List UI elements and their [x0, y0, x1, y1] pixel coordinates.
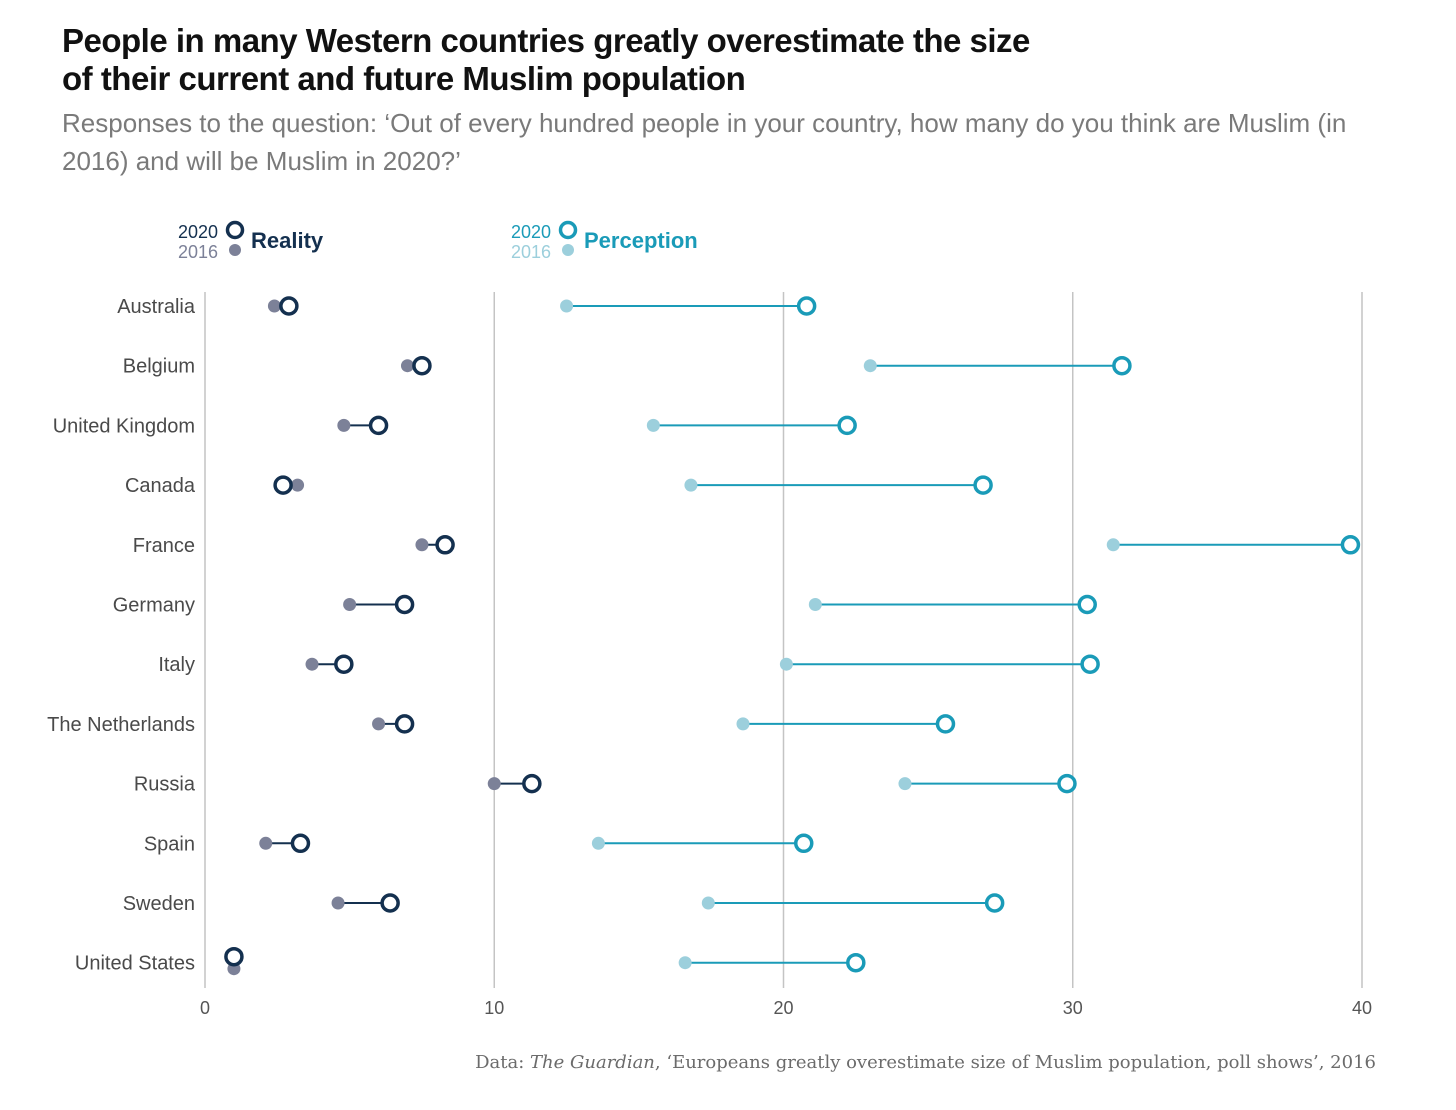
country-label-the-netherlands: The Netherlands [47, 714, 195, 736]
perception-2016-point-united-kingdom [646, 418, 660, 432]
reality-2016-point-canada [291, 478, 305, 492]
reality-2016-point-france [415, 538, 429, 552]
country-label-spain: Spain [144, 833, 195, 855]
perception-2020-point-france [1340, 535, 1361, 555]
perception-2020-point-canada [973, 475, 993, 495]
x-tick-label-30: 30 [1063, 998, 1083, 1018]
perception-2016-point-spain [591, 836, 605, 850]
reality-2016-point-united-kingdom [337, 418, 351, 432]
perception-2020-point-united-states [846, 952, 866, 973]
perception-2016-point-united-states [678, 956, 692, 970]
perception-2020-point-italy [1080, 654, 1100, 674]
perception-2020-point-russia [1057, 773, 1077, 794]
legend-reality-2016-marker [229, 244, 241, 256]
perception-2016-point-italy [779, 657, 793, 671]
perception-2016-point-canada [684, 478, 698, 492]
country-label-sweden: Sweden [123, 893, 195, 915]
perception-2016-point-the-netherlands [736, 717, 750, 731]
legend-perception-2016-label: 2016 [511, 242, 551, 262]
x-tick-label-20: 20 [773, 998, 793, 1018]
perception-2020-point-sweden [984, 893, 1005, 913]
perception-2016-point-russia [898, 777, 912, 791]
reality-2020-point-russia [522, 773, 542, 794]
reality-2020-point-united-kingdom [368, 415, 389, 436]
legend-reality-2020-label: 2020 [178, 222, 218, 242]
reality-2020-point-sweden [380, 893, 400, 913]
chart-title: People in many Western countries greatly… [62, 22, 1030, 97]
source-publication: The Guardian [530, 1052, 655, 1073]
country-labels: Australia Belgium United Kingdom Canada Fran… [47, 296, 196, 975]
source-note: Data: The Guardian, ‘Europeans greatly o… [475, 1052, 1376, 1073]
chart-subtitle: Responses to the question: ‘Out of every… [62, 108, 1347, 176]
reality-2020-point-germany [394, 594, 415, 615]
perception-2020-point-spain [793, 833, 814, 854]
perception-2016-point-sweden [701, 896, 715, 910]
legend-perception-name: Perception [584, 228, 698, 253]
country-label-italy: Italy [158, 654, 195, 676]
country-label-australia: Australia [117, 296, 196, 318]
reality-2020-point-belgium [412, 355, 432, 376]
reality-2016-point-the-netherlands [372, 717, 386, 731]
reality-2020-point-australia [279, 296, 299, 316]
x-tick-label-40: 40 [1352, 998, 1372, 1018]
legend-perception-2016-marker [562, 244, 574, 256]
country-label-belgium: Belgium [123, 356, 195, 378]
reality-2020-point-spain [290, 833, 311, 854]
legend-reality-2020-marker [225, 220, 245, 240]
connector-lines [265, 305, 1351, 964]
reality-2016-point-australia [267, 299, 281, 313]
source-rest: , ‘Europeans greatly overestimate size o… [654, 1052, 1376, 1073]
x-tick-labels: 0 10 20 30 40 [200, 998, 1372, 1018]
perception-2020-point-the-netherlands [935, 714, 956, 734]
perception-2020-point-belgium [1112, 355, 1132, 376]
perception-2016-point-belgium [863, 359, 877, 373]
reality-2020-point-the-netherlands [394, 714, 415, 734]
grid-lines [204, 292, 1363, 988]
country-label-united-kingdom: United Kingdom [53, 415, 195, 437]
reality-2016-point-germany [343, 598, 357, 611]
perception-2020-point-germany [1077, 594, 1097, 615]
x-tick-label-10: 10 [484, 998, 504, 1018]
reality-2016-point-italy [305, 657, 319, 671]
country-label-united-states: United States [75, 953, 195, 975]
legend-perception-2020-label: 2020 [511, 222, 551, 242]
reality-2020-point-united-states [224, 946, 244, 967]
reality-2016-point-sweden [331, 896, 345, 910]
perception-2020-point-australia [796, 296, 817, 316]
country-label-russia: Russia [134, 774, 196, 796]
reality-2020-point-italy [334, 654, 354, 674]
legend-reality-2016-label: 2016 [178, 242, 218, 262]
reality-2016-point-russia [487, 777, 501, 791]
data-points [224, 296, 1361, 976]
reality-2020-point-france [435, 535, 455, 555]
perception-2016-point-australia [560, 299, 574, 313]
perception-2020-point-united-kingdom [837, 415, 857, 436]
perception-2016-point-france [1106, 538, 1120, 552]
country-label-germany: Germany [113, 595, 195, 617]
reality-2020-point-canada [273, 475, 293, 495]
legend-perception-2020-marker [558, 220, 578, 240]
source-prefix: Data: [475, 1052, 531, 1073]
x-tick-label-0: 0 [200, 998, 210, 1018]
reality-2016-point-belgium [400, 359, 414, 373]
country-label-canada: Canada [125, 475, 196, 497]
reality-2016-point-spain [259, 836, 273, 850]
legend-reality-name: Reality [251, 228, 324, 253]
country-label-france: France [133, 535, 195, 557]
perception-2016-point-germany [808, 598, 822, 611]
